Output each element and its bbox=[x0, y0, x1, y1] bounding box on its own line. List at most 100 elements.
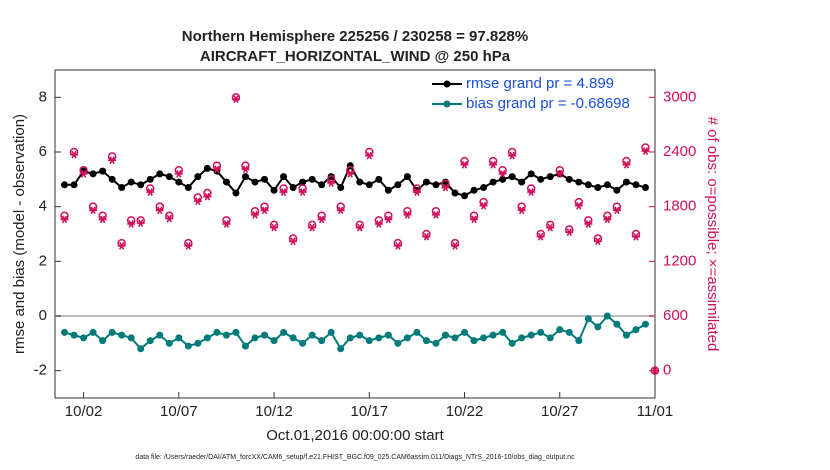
point bbox=[213, 328, 221, 336]
point bbox=[603, 181, 611, 189]
point bbox=[80, 334, 88, 342]
obs-assimilated bbox=[517, 206, 526, 215]
point bbox=[622, 178, 630, 186]
point bbox=[137, 181, 145, 189]
obs-assimilated bbox=[98, 215, 107, 224]
point bbox=[137, 345, 145, 353]
chart-title: Northern Hemisphere 225256 / 230258 = 97… bbox=[182, 28, 528, 45]
obs-assimilated bbox=[117, 241, 126, 250]
obs-assimilated bbox=[431, 211, 440, 219]
obs-assimilated bbox=[546, 223, 555, 232]
point bbox=[261, 331, 269, 339]
point bbox=[461, 192, 469, 200]
obs-assimilated bbox=[498, 170, 507, 178]
point bbox=[241, 342, 249, 350]
footnote: data file: /Users/raeder/DAI/ATM_forcXX/… bbox=[135, 454, 575, 461]
point bbox=[70, 331, 78, 339]
obs-assimilated bbox=[70, 150, 79, 159]
obs-assimilated bbox=[536, 232, 545, 241]
point bbox=[270, 186, 278, 194]
point bbox=[175, 334, 183, 342]
point bbox=[108, 328, 116, 336]
point bbox=[165, 339, 173, 347]
obs-assimilated bbox=[203, 192, 212, 201]
point bbox=[489, 331, 497, 339]
point bbox=[289, 184, 297, 192]
x-tick-label: 10/07 bbox=[160, 403, 198, 420]
point bbox=[146, 337, 154, 345]
obs-assimilated bbox=[365, 151, 374, 160]
obs-assimilated bbox=[327, 179, 336, 187]
obs-assimilated bbox=[489, 160, 498, 169]
y-tick-label: -2 bbox=[34, 362, 47, 379]
obs-assimilated bbox=[165, 214, 174, 223]
obs-assimilated bbox=[298, 188, 307, 196]
point bbox=[270, 337, 278, 345]
point bbox=[546, 334, 554, 342]
point bbox=[613, 186, 621, 194]
point bbox=[499, 175, 507, 183]
point bbox=[365, 337, 373, 345]
obs-assimilated bbox=[374, 220, 383, 228]
obs-assimilated bbox=[451, 241, 459, 250]
point bbox=[327, 328, 335, 336]
y2-tick-label: 600 bbox=[663, 307, 688, 324]
obs-assimilated bbox=[384, 215, 393, 224]
obs-assimilated bbox=[212, 165, 221, 174]
obs-assimilated bbox=[651, 366, 659, 375]
legend-label: bias grand pr = -0.68698 bbox=[466, 95, 630, 112]
point bbox=[280, 173, 288, 181]
obs-assimilated bbox=[565, 228, 574, 237]
point bbox=[584, 315, 592, 323]
point bbox=[194, 339, 202, 347]
point bbox=[299, 178, 307, 186]
obs-assimilated bbox=[193, 197, 202, 206]
point bbox=[613, 320, 621, 328]
point bbox=[594, 323, 602, 331]
obs-assimilated bbox=[555, 170, 564, 178]
y-tick-label: 4 bbox=[39, 198, 47, 215]
point bbox=[632, 326, 640, 334]
point bbox=[575, 337, 583, 345]
point bbox=[384, 331, 392, 339]
point bbox=[470, 337, 478, 345]
point bbox=[403, 173, 411, 181]
point bbox=[346, 334, 354, 342]
point bbox=[537, 328, 545, 336]
obs-assimilated bbox=[260, 206, 269, 215]
x-tick-label: 10/12 bbox=[255, 403, 293, 420]
y2-tick-label: 2400 bbox=[663, 143, 696, 160]
point bbox=[546, 173, 554, 181]
obs-assimilated bbox=[355, 223, 364, 232]
point bbox=[70, 181, 78, 189]
point bbox=[318, 181, 326, 189]
obs-assimilated bbox=[470, 215, 479, 224]
obs-assimilated bbox=[184, 241, 193, 250]
obs-assimilated bbox=[231, 95, 240, 104]
obs-assimilated bbox=[603, 215, 612, 224]
obs-assimilated bbox=[270, 223, 279, 232]
obs-assimilated bbox=[317, 215, 326, 224]
legend-marker bbox=[443, 80, 451, 88]
obs-assimilated bbox=[251, 211, 259, 219]
obs-assimilated bbox=[527, 188, 536, 196]
point bbox=[118, 184, 126, 192]
point bbox=[422, 337, 430, 345]
y2-tick-label: 1800 bbox=[663, 198, 696, 215]
y2-axis-label: # of obs: o=possible; ×=assimilated bbox=[704, 117, 721, 352]
obs-assimilated bbox=[346, 170, 355, 178]
obs-assimilated bbox=[308, 223, 317, 232]
x-tick-label: 10/17 bbox=[351, 403, 389, 420]
point bbox=[308, 331, 316, 339]
point bbox=[203, 334, 211, 342]
obs-assimilated bbox=[479, 201, 488, 210]
obs-assimilated bbox=[127, 220, 136, 228]
point bbox=[203, 164, 211, 172]
point bbox=[441, 331, 449, 339]
obs-assimilated bbox=[146, 188, 155, 196]
point bbox=[432, 339, 440, 347]
point bbox=[261, 175, 269, 183]
legend-marker bbox=[443, 100, 451, 108]
point bbox=[356, 331, 364, 339]
